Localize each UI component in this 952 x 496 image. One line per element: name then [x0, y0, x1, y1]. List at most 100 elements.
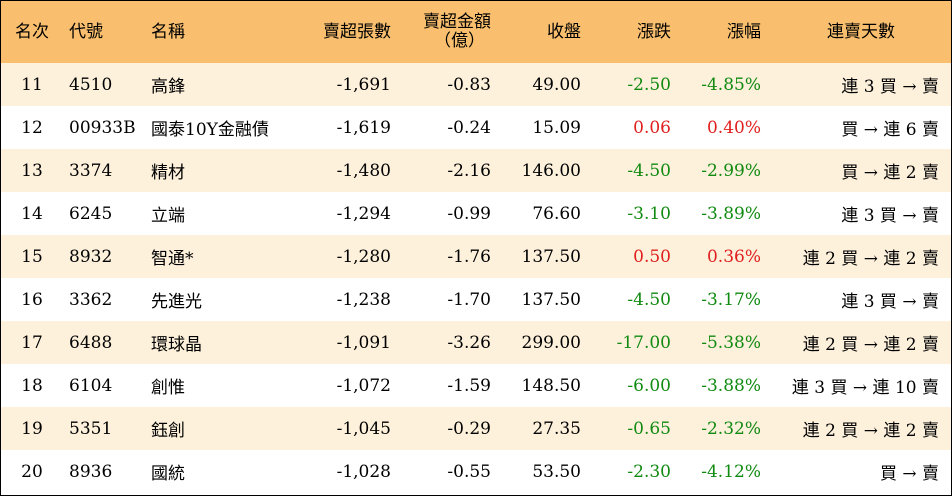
table-row: 18 6104 創惟 -1,072 -1.59 148.50 -6.00 -3.88% 連 3 … — [1, 364, 951, 407]
header-short-amount-unit: （億） — [434, 31, 485, 51]
streak-cell: 連 3 買 → 連 10 賣 — [791, 378, 939, 398]
code-cell: 6488 — [69, 332, 113, 353]
streak-cell: 買 → 連 2 賣 — [841, 163, 939, 183]
code-cell: 5351 — [69, 418, 113, 439]
short-amount-cell: -0.29 — [447, 418, 491, 439]
name-cell: 先進光 — [151, 292, 202, 312]
pct-cell: -4.12% — [701, 461, 761, 482]
change-cell: -3.10 — [627, 203, 671, 224]
pct-cell: 0.40% — [706, 117, 761, 138]
short-amount-cell: -2.16 — [447, 160, 491, 181]
short-shares-cell: -1,091 — [336, 332, 391, 353]
close-cell: 49.00 — [532, 74, 581, 95]
short-shares-cell: -1,619 — [336, 117, 391, 138]
code-cell: 6245 — [69, 203, 113, 224]
close-cell: 27.35 — [532, 418, 581, 439]
change-cell: -6.00 — [627, 375, 671, 396]
rank-cell: 17 — [21, 332, 43, 353]
change-cell: 0.50 — [633, 246, 671, 267]
change-cell: -2.30 — [627, 461, 671, 482]
code-cell: 8936 — [69, 461, 113, 482]
table-row: 11 4510 高鋒 -1,691 -0.83 49.00 -2.50 -4.85% 連 3 買… — [1, 63, 951, 106]
pct-cell: 0.36% — [706, 246, 761, 267]
close-cell: 76.60 — [532, 203, 581, 224]
close-cell: 15.09 — [532, 117, 581, 138]
streak-cell: 連 3 買 → 賣 — [841, 206, 939, 226]
streak-cell: 連 2 買 → 連 2 賣 — [802, 249, 939, 269]
streak-cell: 連 3 買 → 賣 — [841, 77, 939, 97]
header-short-shares: 賣超張數 — [323, 21, 391, 42]
short-shares-cell: -1,691 — [336, 74, 391, 95]
name-cell: 國統 — [151, 464, 185, 484]
short-amount-cell: -1.70 — [447, 289, 491, 310]
name-cell: 鈺創 — [151, 421, 185, 441]
streak-cell: 連 3 買 → 賣 — [841, 292, 939, 312]
short-amount-cell: -1.76 — [447, 246, 491, 267]
name-cell: 精材 — [151, 163, 185, 183]
pct-cell: -2.32% — [701, 418, 761, 439]
change-cell: -4.50 — [627, 289, 671, 310]
code-cell: 3374 — [69, 160, 113, 181]
short-shares-cell: -1,294 — [336, 203, 391, 224]
name-cell: 智通* — [151, 249, 194, 269]
pct-cell: -3.17% — [701, 289, 761, 310]
short-shares-cell: -1,280 — [336, 246, 391, 267]
table-row: 15 8932 智通* -1,280 -1.76 137.50 0.50 0.36% 連 2 買… — [1, 235, 951, 278]
short-amount-cell: -0.99 — [447, 203, 491, 224]
rank-cell: 14 — [21, 203, 43, 224]
name-cell: 創惟 — [151, 378, 185, 398]
streak-cell: 買 → 連 6 賣 — [841, 120, 939, 140]
header-rank: 名次 — [15, 21, 49, 42]
name-cell: 高鋒 — [151, 77, 185, 97]
rank-cell: 13 — [21, 160, 43, 181]
change-cell: -17.00 — [616, 332, 671, 353]
pct-cell: -3.88% — [701, 375, 761, 396]
rank-cell: 19 — [21, 418, 43, 439]
change-cell: -4.50 — [627, 160, 671, 181]
short-amount-cell: -3.26 — [447, 332, 491, 353]
pct-cell: -4.85% — [701, 74, 761, 95]
short-shares-cell: -1,238 — [336, 289, 391, 310]
rank-cell: 16 — [21, 289, 43, 310]
table-row: 16 3362 先進光 -1,238 -1.70 137.50 -4.50 -3.17% 連 3… — [1, 278, 951, 321]
header-streak: 連賣天數 — [827, 21, 895, 42]
table-header-row: 名次 代號 名稱 賣超張數 賣超金額 （億） 收盤 漲跌 漲幅 連賣天數 — [1, 1, 951, 63]
close-cell: 137.50 — [521, 289, 581, 310]
table-row: 17 6488 環球晶 -1,091 -3.26 299.00 -17.00 -5.38% 連 … — [1, 321, 951, 364]
change-cell: 0.06 — [633, 117, 671, 138]
header-change: 漲跌 — [637, 21, 671, 42]
header-name: 名稱 — [151, 21, 185, 42]
pct-cell: -5.38% — [701, 332, 761, 353]
name-cell: 環球晶 — [151, 335, 202, 355]
table-row: 12 00933B 國泰10Y金融債 -1,619 -0.24 15.09 0.06 0.40… — [1, 106, 951, 149]
close-cell: 299.00 — [521, 332, 581, 353]
short-shares-cell: -1,028 — [336, 461, 391, 482]
short-shares-cell: -1,072 — [336, 375, 391, 396]
short-shares-cell: -1,480 — [336, 160, 391, 181]
table-row: 20 8936 國統 -1,028 -0.55 53.50 -2.30 -4.12% 買 → 賣 — [1, 450, 951, 493]
short-amount-cell: -0.83 — [447, 74, 491, 95]
short-amount-cell: -1.59 — [447, 375, 491, 396]
rank-cell: 18 — [21, 375, 43, 396]
header-pct: 漲幅 — [727, 21, 761, 42]
change-cell: -0.65 — [627, 418, 671, 439]
rank-cell: 12 — [21, 117, 43, 138]
change-cell: -2.50 — [627, 74, 671, 95]
header-short-amount: 賣超金額 （億） — [401, 1, 501, 63]
close-cell: 137.50 — [521, 246, 581, 267]
header-short-amount-label: 賣超金額 — [423, 12, 491, 32]
short-amount-cell: -0.55 — [447, 461, 491, 482]
table-body: 11 4510 高鋒 -1,691 -0.83 49.00 -2.50 -4.85% 連 3 買… — [1, 63, 951, 493]
name-cell: 國泰10Y金融債 — [151, 120, 269, 140]
table-row: 14 6245 立端 -1,294 -0.99 76.60 -3.10 -3.89% 連 3 買… — [1, 192, 951, 235]
short-shares-cell: -1,045 — [336, 418, 391, 439]
code-cell: 3362 — [69, 289, 113, 310]
rank-cell: 11 — [21, 74, 43, 95]
header-close: 收盤 — [547, 21, 581, 42]
table-row: 13 3374 精材 -1,480 -2.16 146.00 -4.50 -2.99% 買 → … — [1, 149, 951, 192]
short-amount-cell: -0.24 — [447, 117, 491, 138]
pct-cell: -3.89% — [701, 203, 761, 224]
code-cell: 4510 — [69, 74, 113, 95]
